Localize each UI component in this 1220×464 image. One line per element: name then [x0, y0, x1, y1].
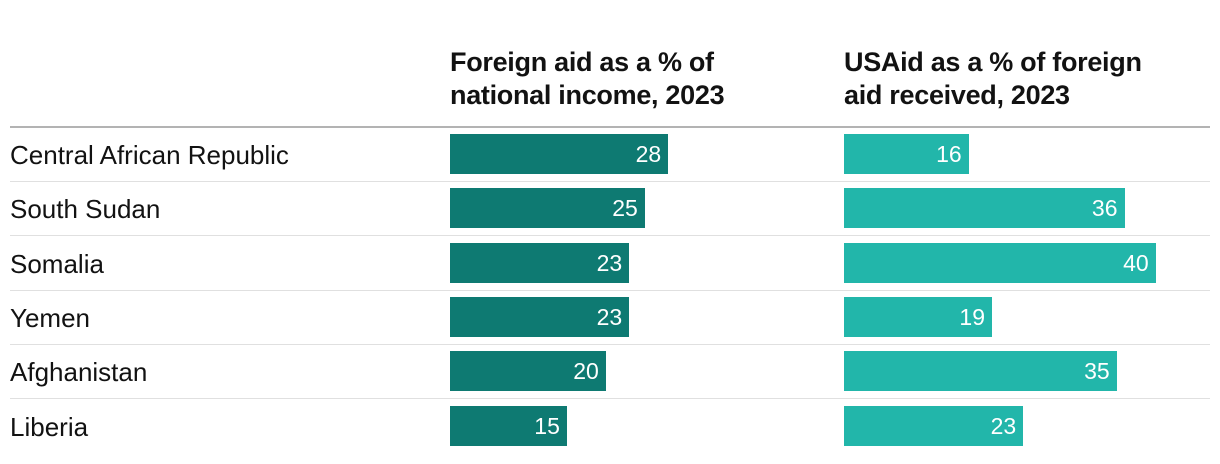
chart-row: Central African Republic 28 16 — [10, 128, 1210, 182]
chart-row: Somalia 23 40 — [10, 237, 1210, 291]
chart-row: Afghanistan 20 35 — [10, 345, 1210, 400]
header-rule — [10, 126, 1210, 128]
bar-value-label: 23 — [596, 303, 623, 330]
row-divider — [10, 235, 1210, 237]
bar-series-1: 25 — [450, 188, 645, 229]
bar-series-2: 16 — [844, 134, 969, 174]
row-divider — [10, 289, 1210, 291]
bar-series-2: 40 — [844, 242, 1156, 283]
bar-value-label: 40 — [1123, 249, 1149, 276]
bar-value-label: 23 — [596, 249, 623, 276]
chart-row: Yemen 23 19 — [10, 291, 1210, 345]
bar-series-1: 23 — [450, 242, 630, 283]
row-divider — [10, 181, 1210, 182]
bar-value-label: 20 — [573, 358, 599, 385]
category-label: Afghanistan — [10, 357, 148, 388]
bar-series-1: 15 — [450, 405, 567, 446]
series-1-header-line-1: Foreign aid as a % of — [450, 47, 714, 77]
chart-row: Liberia 15 23 — [10, 400, 1210, 454]
bar-value-label: 15 — [534, 412, 560, 439]
chart-row: South Sudan 25 36 — [10, 182, 1210, 237]
bar-series-1: 20 — [450, 351, 606, 392]
bar-value-label: 23 — [990, 412, 1017, 439]
series-2-header-line-1: USAid as a % of foreign — [844, 47, 1142, 77]
bar-series-1: 23 — [450, 296, 630, 337]
bar-value-label: 36 — [1091, 195, 1118, 222]
bar-value-label: 35 — [1084, 358, 1110, 385]
bar-value-label: 16 — [936, 141, 962, 167]
row-divider — [10, 398, 1210, 400]
category-label: Somalia — [10, 248, 104, 279]
series-2-header-line-2: aid received, 2023 — [844, 80, 1070, 110]
bar-series-2: 19 — [844, 296, 992, 337]
bar-value-label: 25 — [612, 195, 638, 222]
bar-series-2: 35 — [844, 351, 1117, 392]
bar-series-2: 36 — [844, 188, 1125, 229]
category-label: South Sudan — [10, 194, 161, 225]
series-1-header: Foreign aid as a % of national income, 2… — [450, 46, 780, 112]
bar-series-1: 28 — [450, 134, 669, 174]
bar-value-label: 28 — [635, 141, 662, 167]
series-1-header-line-2: national income, 2023 — [450, 80, 725, 110]
category-label: Liberia — [10, 411, 89, 442]
category-label: Central African Republic — [10, 140, 289, 170]
bar-value-label: 19 — [959, 303, 985, 330]
bar-series-2: 23 — [844, 405, 1024, 446]
category-label: Yemen — [10, 302, 90, 333]
series-2-header: USAid as a % of foreign aid received, 20… — [844, 46, 1174, 112]
row-divider — [10, 343, 1210, 345]
